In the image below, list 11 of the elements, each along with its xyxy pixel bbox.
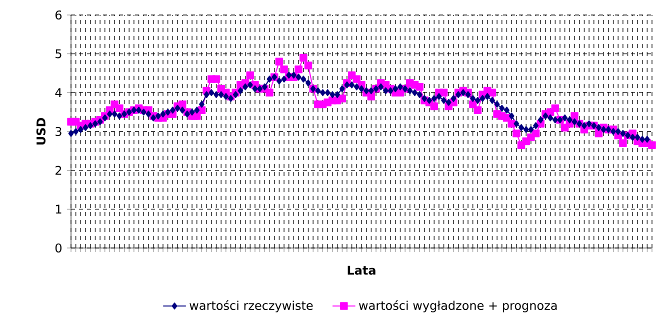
legend-label: wartości wygładzone + prognoza [359, 300, 557, 312]
x-axis-title: Lata [348, 266, 376, 275]
y-tick-label: 5 [56, 49, 62, 58]
y-tick-label: 3 [56, 126, 62, 136]
legend-label: wartości rzeczywiste [190, 300, 313, 312]
y-tick-label: 1 [56, 204, 62, 214]
y-axis-title: USD [36, 118, 46, 145]
y-tick-label: 4 [55, 88, 62, 98]
y-tick-label: 0 [55, 243, 62, 253]
y-tick-label: 6 [56, 10, 62, 20]
y-tick-label: 2 [56, 166, 62, 175]
